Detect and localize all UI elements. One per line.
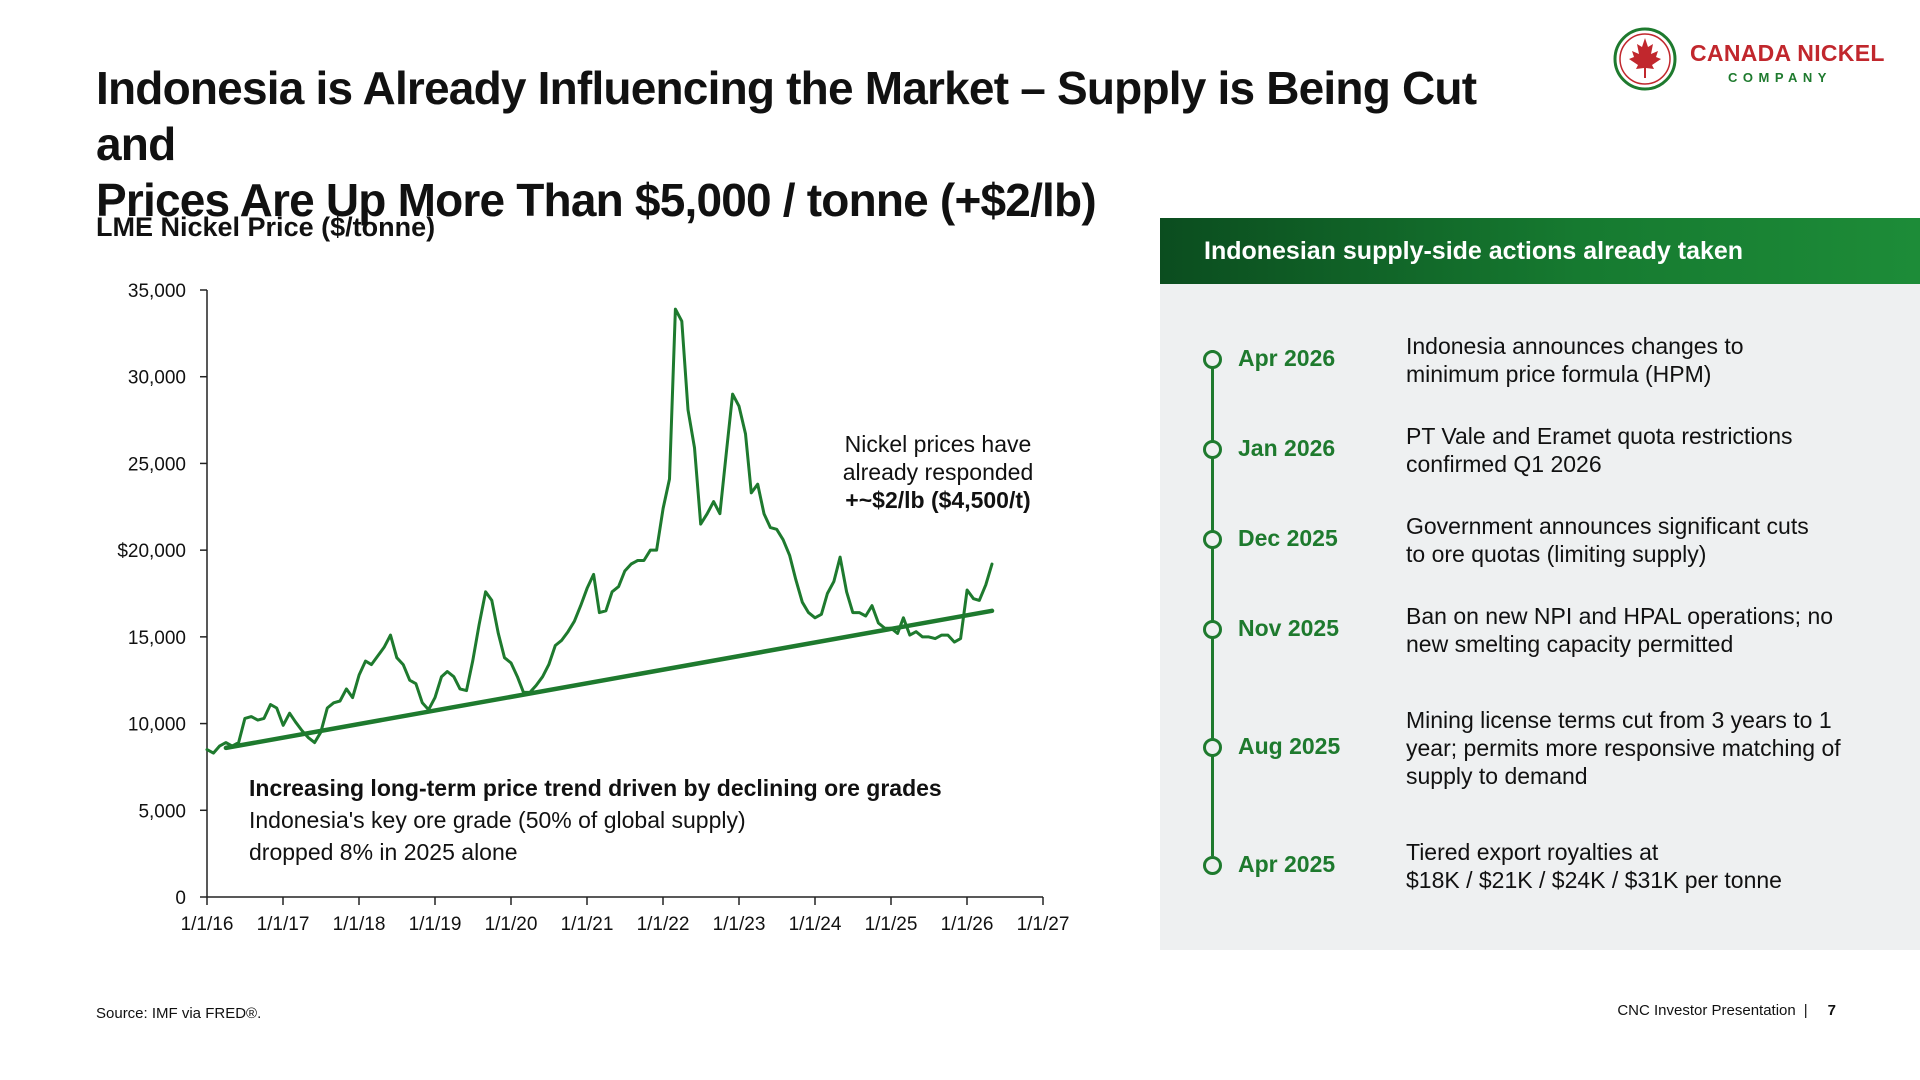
timeline-dot	[1203, 350, 1222, 369]
footer-label: CNC Investor Presentation	[1617, 1002, 1796, 1019]
x-tick-label: 1/1/22	[637, 914, 690, 935]
page-title: Indonesia is Already Influencing the Mar…	[96, 60, 1556, 228]
timeline-description: Ban on new NPI and HPAL operations; no n…	[1406, 602, 1906, 658]
timeline-desc-line: minimum price formula (HPM)	[1406, 361, 1712, 387]
maple-leaf-icon	[1613, 27, 1677, 91]
timeline-desc-line: to ore quotas (limiting supply)	[1406, 541, 1707, 567]
x-tick-label: 1/1/23	[713, 914, 766, 935]
supply-actions-panel: Indonesian supply-side actions already t…	[1160, 218, 1920, 950]
annotation-1-line-1: Nickel prices have	[844, 431, 1032, 457]
y-tick-label: $20,000	[117, 541, 186, 562]
timeline-desc-line: Mining license terms cut from 3 years to…	[1406, 707, 1832, 733]
timeline-dot	[1203, 530, 1222, 549]
timeline-dot	[1203, 738, 1222, 757]
nickel-price-chart: 0 5,000 10,000 15,000 $20,000 25,000 30,000 35,…	[117, 281, 1069, 935]
price-response-annotation: Nickel prices have already responded +~$…	[808, 430, 1068, 514]
annotation-2-line-2: dropped 8% in 2025 alone	[249, 839, 518, 865]
timeline-desc-line: Tiered export royalties at	[1406, 839, 1659, 865]
y-tick-label: 5,000	[138, 801, 186, 822]
timeline-desc-line: Government announces significant cuts	[1406, 513, 1809, 539]
y-tick-label: 15,000	[128, 628, 186, 649]
panel-header: Indonesian supply-side actions already t…	[1160, 218, 1920, 284]
timeline-dot	[1203, 856, 1222, 875]
trend-annotation: Increasing long-term price trend driven …	[249, 772, 989, 868]
x-tick-label: 1/1/21	[561, 914, 614, 935]
timeline-desc-line: supply to demand	[1406, 763, 1588, 789]
timeline-date: Nov 2025	[1238, 615, 1340, 641]
timeline-line	[1211, 350, 1214, 856]
timeline-dot	[1203, 440, 1222, 459]
trend-series-line	[223, 608, 995, 751]
annotation-2-line-1: Indonesia's key ore grade (50% of global…	[249, 807, 746, 833]
x-tick-label: 1/1/19	[409, 914, 462, 935]
timeline-date: Jan 2026	[1238, 435, 1336, 461]
x-tick-label: 1/1/17	[257, 914, 310, 935]
x-tick-label: 1/1/16	[181, 914, 234, 935]
timeline-desc-line: confirmed Q1 2026	[1406, 451, 1602, 477]
timeline-description: Mining license terms cut from 3 years to…	[1406, 706, 1906, 790]
y-tick-label: 10,000	[128, 715, 186, 736]
logo-company-name: CANADA NICKEL	[1690, 40, 1885, 66]
y-tick-label: 0	[175, 888, 186, 909]
y-tick-label: 30,000	[128, 368, 186, 389]
timeline-description: Tiered export royalties at $18K / $21K /…	[1406, 838, 1906, 894]
timeline-desc-line: Ban on new NPI and HPAL operations; no	[1406, 603, 1834, 629]
source-note: Source: IMF via FRED®.	[96, 1005, 262, 1022]
panel-header-title: Indonesian supply-side actions already t…	[1204, 237, 1744, 265]
x-tick-label: 1/1/20	[485, 914, 538, 935]
chart-axes: 0 5,000 10,000 15,000 $20,000 25,000 30,000 35,…	[117, 281, 1069, 935]
x-tick-label: 1/1/24	[789, 914, 842, 935]
logo-company-sub: COMPANY	[1728, 70, 1832, 85]
timeline-description: PT Vale and Eramet quota restrictions co…	[1406, 422, 1906, 478]
y-tick-label: 35,000	[128, 281, 186, 302]
y-tick-label: 25,000	[128, 454, 186, 475]
annotation-1-line-2: already responded	[842, 459, 1034, 485]
timeline-desc-line: new smelting capacity permitted	[1406, 631, 1734, 657]
page-title-line-2: Prices Are Up More Than $5,000 / tonne (…	[96, 174, 1097, 226]
timeline-desc-line: year; permits more responsive matching o…	[1406, 735, 1841, 761]
timeline-dot	[1203, 620, 1222, 639]
timeline-date: Aug 2025	[1238, 733, 1341, 759]
x-tick-label: 1/1/26	[941, 914, 994, 935]
timeline-date: Apr 2026	[1238, 345, 1336, 371]
price-series-line	[205, 307, 994, 755]
page-number: 7	[1827, 1002, 1836, 1019]
timeline-desc-line: Indonesia announces changes to	[1406, 333, 1744, 359]
footer: CNC Investor Presentation | 7	[1617, 1002, 1836, 1019]
x-tick-label: 1/1/27	[1017, 914, 1070, 935]
x-tick-label: 1/1/25	[865, 914, 918, 935]
timeline-date: Apr 2025	[1238, 851, 1336, 877]
timeline-description: Government announces significant cuts to…	[1406, 512, 1906, 568]
timeline-desc-line: PT Vale and Eramet quota restrictions	[1406, 423, 1793, 449]
annotation-2-heading: Increasing long-term price trend driven …	[249, 775, 942, 801]
company-logo: CANADA NICKEL COMPANY	[1612, 26, 1902, 94]
footer-separator: |	[1803, 1002, 1808, 1019]
chart-title: LME Nickel Price ($/tonne)	[96, 212, 436, 242]
chart-series-layer	[205, 307, 995, 755]
annotation-1-highlight: +~$2/lb ($4,500/t)	[845, 487, 1031, 513]
page-title-line-1: Indonesia is Already Influencing the Mar…	[96, 62, 1477, 170]
timeline-desc-line: $18K / $21K / $24K / $31K per tonne	[1406, 867, 1782, 893]
timeline-description: Indonesia announces changes to minimum p…	[1406, 332, 1906, 388]
x-tick-label: 1/1/18	[333, 914, 386, 935]
timeline-date: Dec 2025	[1238, 525, 1338, 551]
